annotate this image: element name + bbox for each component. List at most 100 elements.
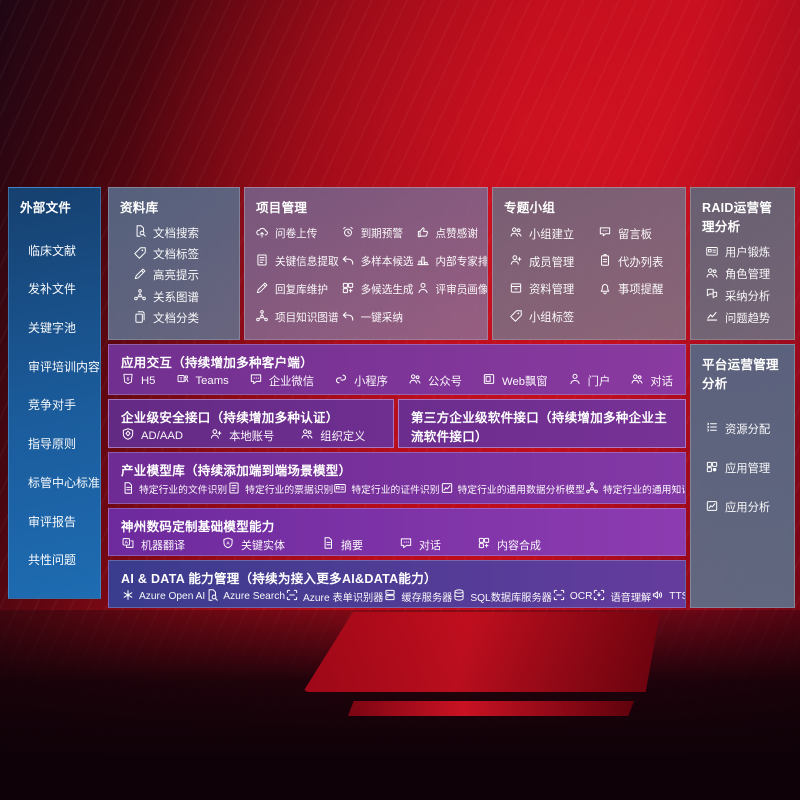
feature-item: Azure 表单识别器 — [285, 588, 383, 605]
feature-item: 事项提醒 — [598, 281, 679, 298]
tag-icon — [133, 246, 147, 263]
people-icon — [705, 266, 719, 283]
feature-label: 缓存服务器 — [401, 593, 453, 604]
graph-icon — [585, 481, 599, 498]
cache-server-icon — [383, 588, 397, 605]
feature-item: 资料管理 — [509, 281, 598, 298]
feature-item: 小程序 — [334, 372, 388, 389]
base-model-band: 神州数码定制基础模型能力 机器翻译 关键实体 摘要 对话 内容合成 — [108, 508, 686, 556]
bell-icon — [598, 281, 612, 298]
feature-label: 多候选生成 — [360, 283, 414, 296]
trend-icon — [705, 309, 719, 326]
feature-label: 留言板 — [618, 228, 652, 241]
feature-item: 高亮提示 — [133, 267, 239, 284]
sidebar-item-label: 关键字池 — [28, 321, 77, 336]
feature-label: 应用分析 — [725, 502, 771, 515]
feature-label: 文档搜索 — [153, 227, 199, 240]
feature-item: 小组建立 — [509, 225, 598, 242]
feature-item: 一键采纳 — [341, 309, 414, 326]
archive-icon — [509, 281, 523, 298]
feature-item: 机器翻译 — [121, 536, 185, 553]
panel-title: 平台运营管理分析 — [702, 358, 779, 391]
feature-label: 关系图谱 — [153, 291, 199, 304]
doc-search-icon — [133, 224, 147, 241]
raid-feature-list: 用户锻炼 角色管理 采纳分析 问题趋势 — [691, 237, 794, 339]
translate-icon — [121, 536, 135, 553]
band-title: 神州数码定制基础模型能力 — [121, 520, 275, 534]
adopt-arrow-icon — [341, 309, 355, 326]
pen-icon — [133, 267, 147, 284]
feature-label: 特定行业的文件识别 — [139, 485, 228, 496]
feature-item: 特定行业的通用数据分析模型 — [440, 481, 585, 498]
azure-search-icon — [205, 588, 219, 605]
feature-label: 机器翻译 — [141, 539, 185, 552]
ai-data-band: AI & DATA 能力管理（持续为接入更多AI&DATA能力） Azure O… — [108, 560, 686, 608]
chart-icon — [705, 499, 719, 516]
org-icon — [300, 427, 314, 444]
feature-label: 资料管理 — [529, 284, 575, 297]
panel-title: 外部文件 — [20, 201, 72, 215]
feature-label: 本地账号 — [229, 430, 275, 443]
sidebar-item-label: 共性问题 — [28, 553, 77, 568]
feature-label: 特定行业的证件识别 — [351, 485, 440, 496]
industry-model-band: 产业模型库（持续添加端到端场景模型） 特定行业的文件识别 特定行业的票据识别 特定行… — [108, 452, 686, 504]
chat-icon — [399, 536, 413, 553]
feature-label: Web飘窗 — [501, 375, 548, 388]
sidebar-item-label: 标管中心标准 — [28, 475, 101, 490]
feature-item: 多样本候选 — [341, 253, 414, 270]
feature-item: 摘要 — [321, 536, 363, 553]
feature-item: 小组标签 — [509, 309, 598, 326]
band-title: 第三方企业级软件接口（持续增加多种企业主流软件接口） — [411, 411, 668, 444]
panel-title: RAID运营管理分析 — [702, 201, 773, 234]
invoice-icon — [227, 481, 241, 498]
external-files-panel: 外部文件 临床文献 发补文件 关键字池 审评培训内容 竞争对手 指导原则 标管中心标准 审评报… — [8, 187, 101, 599]
sql-db-icon — [452, 588, 466, 605]
feature-label: Azure Search — [223, 591, 285, 602]
sidebar-item-label: 审评报告 — [28, 514, 77, 529]
person-add-icon — [509, 253, 523, 270]
doc-copy-icon — [133, 310, 147, 327]
feature-label: 高亮提示 — [153, 270, 199, 283]
h5-icon — [121, 372, 135, 389]
app-interaction-band: 应用交互（持续增加多种客户端） H5 Teams 企业微信 小程序 公众号 Web飘窗 门户… — [108, 344, 686, 395]
panel-title: 资料库 — [120, 201, 159, 215]
local-account-icon — [209, 427, 223, 444]
doc-icon — [121, 481, 135, 498]
device-highlight-shape — [303, 612, 660, 692]
feature-label: 问题趋势 — [725, 312, 771, 325]
compose-icon — [477, 536, 491, 553]
base-model-list: 机器翻译 关键实体 摘要 对话 内容合成 — [109, 536, 685, 555]
band-title: 企业级安全接口（持续增加多种认证） — [121, 411, 339, 425]
platform-feature-list: 资源分配 应用管理 应用分析 — [691, 394, 794, 538]
feature-label: AD/AAD — [141, 429, 184, 442]
third-party-interface-band: 第三方企业级软件接口（持续增加多种企业主流软件接口） API自动化设计器 — [398, 399, 686, 448]
feature-item: 评审员画像 — [416, 281, 487, 298]
feature-label: 成员管理 — [529, 256, 575, 269]
feature-label: 企业微信 — [268, 375, 315, 388]
feature-item: 关键实体 — [221, 536, 285, 553]
feature-item: 问题趋势 — [705, 309, 794, 326]
feature-label: OCR — [569, 591, 593, 602]
feature-label: 小组建立 — [529, 228, 575, 241]
raid-analysis-panel: RAID运营管理分析 用户锻炼 角色管理 采纳分析 问题趋势 — [690, 187, 795, 340]
feature-item: 组织定义 — [300, 427, 365, 444]
feature-label: H5 — [141, 374, 156, 387]
feature-label: 组织定义 — [320, 430, 366, 443]
library-feature-list: 文档搜索 文档标签 高亮提示 关系图谱 文档分类 — [109, 218, 239, 339]
feature-label: 问卷上传 — [275, 228, 318, 241]
device-base-shape — [348, 701, 634, 716]
feature-label: 公众号 — [428, 375, 462, 388]
feature-item: 特定行业的通用知识图谱模型 — [585, 481, 685, 498]
feature-item: 点赞感谢 — [416, 225, 487, 242]
grid-gen-icon — [341, 281, 355, 298]
feature-label: Azure Open AI — [139, 591, 206, 602]
feature-label: 到期预警 — [360, 228, 403, 241]
pen-icon — [255, 281, 269, 298]
feature-label: 一键采纳 — [360, 311, 403, 324]
group-feature-grid: 小组建立 留言板 成员管理 代办列表 资料管理 事项提醒 小组标签 — [493, 218, 685, 339]
feature-item: Teams — [176, 372, 229, 389]
feature-label: 对话 — [650, 375, 673, 388]
feature-label: 特定行业的票据识别 — [245, 485, 334, 496]
openai-icon — [121, 588, 135, 605]
